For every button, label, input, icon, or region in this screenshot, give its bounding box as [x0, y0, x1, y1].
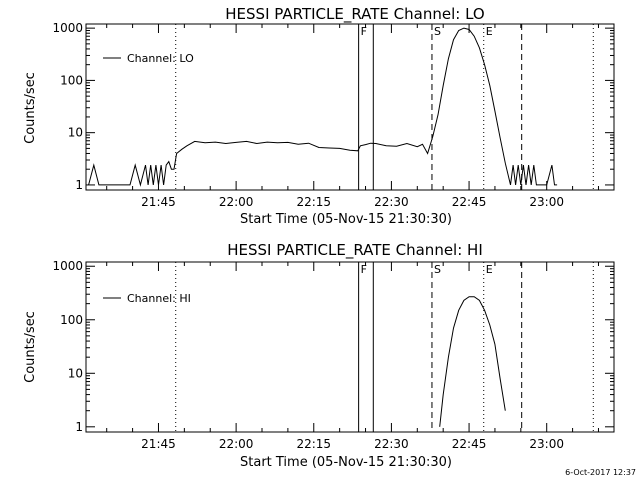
- y-tick-label: 1: [75, 420, 83, 434]
- x-tick-label: 21:45: [141, 195, 176, 209]
- event-marker-label: E: [486, 263, 493, 276]
- series-line: [88, 27, 558, 187]
- x-tick-label: 21:45: [141, 437, 176, 451]
- panel-hi: HESSI PARTICLE_RATE Channel: HI Start Ti…: [23, 241, 615, 470]
- y-tick-label: 1000: [52, 21, 83, 35]
- x-tick-label: 22:30: [374, 437, 409, 451]
- y-tick-label: 100: [60, 73, 83, 87]
- footer-timestamp: 6-Oct-2017 12:37: [565, 468, 636, 477]
- panel-lo: HESSI PARTICLE_RATE Channel: LO Start Ti…: [23, 5, 615, 227]
- x-tick-label: 22:15: [296, 195, 331, 209]
- legend: Channel: HI: [103, 292, 191, 305]
- y-tick-label: 100: [60, 313, 83, 327]
- series-line: [439, 296, 506, 427]
- x-tick-label: 22:15: [296, 437, 331, 451]
- y-axis-label: Counts/sec: [23, 72, 38, 144]
- event-marker-label: S: [434, 263, 441, 276]
- x-axis-label: Start Time (05-Nov-15 21:30:30): [240, 212, 452, 227]
- x-tick-label: 22:45: [452, 437, 487, 451]
- y-tick-label: 10: [68, 126, 83, 140]
- x-tick-label: 22:00: [219, 195, 254, 209]
- event-marker-label: F: [361, 263, 367, 276]
- plot-frame: [85, 261, 615, 433]
- y-tick-label: 1000: [52, 259, 83, 273]
- legend-label: Channel: HI: [127, 292, 191, 305]
- x-tick-label: 22:45: [452, 195, 487, 209]
- legend: Channel: LO: [103, 52, 194, 65]
- legend-label: Channel: LO: [127, 52, 194, 65]
- y-tick-label: 10: [68, 366, 83, 380]
- y-tick-label: 1: [75, 178, 83, 192]
- x-axis-label: Start Time (05-Nov-15 21:30:30): [240, 455, 452, 470]
- x-tick-label: 22:30: [374, 195, 409, 209]
- y-axis-label: Counts/sec: [23, 311, 38, 383]
- x-tick-label: 22:00: [219, 437, 254, 451]
- panel-title: HESSI PARTICLE_RATE Channel: HI: [227, 241, 483, 260]
- panel-title: HESSI PARTICLE_RATE Channel: LO: [225, 5, 484, 24]
- event-marker-label: S: [434, 25, 441, 38]
- event-marker-label: E: [486, 25, 493, 38]
- x-tick-label: 23:00: [529, 437, 564, 451]
- plot-frame: [85, 23, 615, 191]
- x-tick-label: 23:00: [529, 195, 564, 209]
- event-marker-label: F: [361, 25, 367, 38]
